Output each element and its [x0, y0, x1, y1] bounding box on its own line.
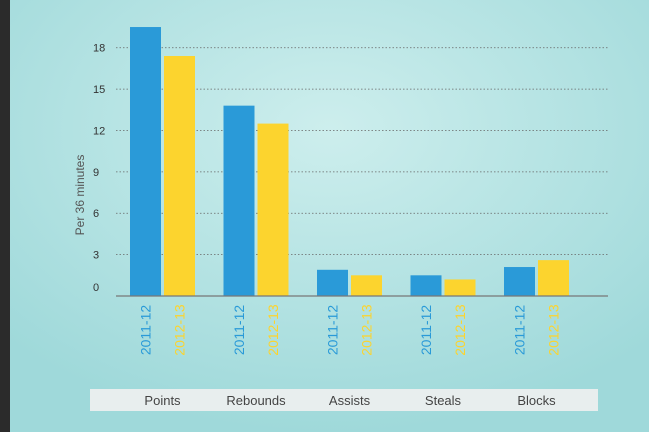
series-label: 2012-13: [172, 304, 188, 356]
bar-points-2012-13: [164, 56, 195, 296]
series-label: 2011-12: [138, 305, 154, 356]
category-label: Assists: [329, 393, 371, 408]
series-label: 2012-13: [265, 304, 281, 356]
series-label: 2011-12: [231, 305, 247, 356]
category-label: Steals: [425, 393, 462, 408]
category-strip: [90, 389, 598, 411]
bars: [130, 27, 569, 296]
y-tick-label: 6: [93, 208, 99, 220]
bar-steals-2011-12: [410, 275, 442, 296]
y-tick-label: 0: [93, 282, 99, 294]
series-label: 2011-12: [418, 305, 434, 356]
y-tick-label: 18: [93, 43, 105, 55]
series-label: 2011-12: [512, 305, 528, 356]
category-label: Blocks: [517, 393, 556, 408]
bar-chart: 0 3 6 9 12 15 18 Per 36 minutes 2011-12 2012-13…: [10, 0, 649, 432]
series-label: 2012-13: [359, 304, 375, 356]
gridlines: [116, 47, 608, 256]
bar-assists-2011-12: [317, 269, 348, 296]
y-tick-label: 9: [93, 167, 99, 179]
y-axis-ticks: 0 3 6 9 12 15 18: [93, 43, 105, 294]
bar-assists-2012-13: [351, 275, 382, 296]
series-label: 2012-13: [452, 304, 468, 356]
bar-steals-2012-13: [444, 279, 476, 296]
y-tick-label: 12: [93, 125, 105, 137]
series-label: 2012-13: [546, 304, 562, 356]
y-tick-label: 3: [93, 250, 99, 262]
category-labels: Points Rebounds Assists Steals Blocks: [144, 393, 556, 408]
chart-panel: 0 3 6 9 12 15 18 Per 36 minutes 2011-12 2012-13…: [10, 0, 649, 432]
bar-blocks-2011-12: [504, 267, 535, 296]
bar-blocks-2012-13: [538, 260, 569, 296]
bar-rebounds-2011-12: [223, 105, 255, 296]
category-label: Points: [144, 393, 181, 408]
chart-background: [10, 0, 649, 432]
y-axis-title: Per 36 minutes: [73, 155, 87, 236]
bar-rebounds-2012-13: [257, 123, 289, 296]
series-label: 2011-12: [325, 305, 341, 356]
category-label: Rebounds: [226, 393, 286, 408]
y-tick-label: 15: [93, 84, 105, 96]
series-labels: 2011-12 2012-13 2011-12 2012-13 2011-12 2012-…: [138, 304, 562, 356]
bar-points-2011-12: [130, 27, 161, 296]
